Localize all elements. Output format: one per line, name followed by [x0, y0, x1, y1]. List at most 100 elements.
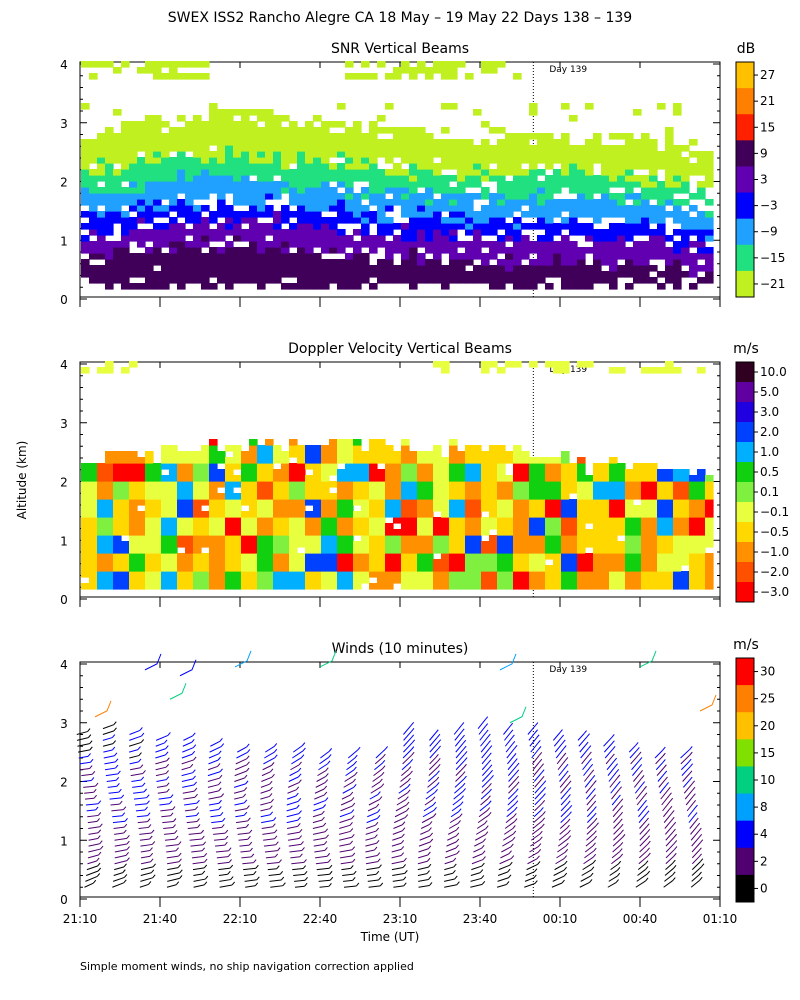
doppler-cell [585, 565, 594, 572]
snr-cell [649, 211, 658, 218]
snr-cell [441, 73, 450, 80]
snr-cell [153, 211, 162, 218]
wind-barb-flag [150, 858, 154, 863]
doppler-cell [265, 469, 274, 476]
doppler-cell [233, 529, 242, 536]
wind-barb [288, 843, 302, 847]
doppler-cell [169, 469, 178, 476]
doppler-cell [361, 547, 370, 554]
snr-cell [473, 241, 482, 248]
snr-cell [425, 265, 434, 272]
doppler-cell [337, 565, 346, 572]
snr-cell [377, 271, 386, 278]
doppler-cell [633, 523, 642, 530]
doppler-cell [329, 439, 338, 446]
snr-cell [105, 127, 114, 134]
wind-barb [481, 777, 492, 788]
wind-barb-flag [118, 788, 122, 793]
snr-cell [489, 145, 498, 152]
wind-barb [527, 725, 536, 735]
snr-cell [697, 151, 706, 158]
colorbar-label-1-3: 9 [760, 146, 768, 160]
doppler-cell [249, 505, 258, 512]
snr-cell [161, 223, 170, 230]
snr-cell [89, 253, 98, 260]
snr-cell [241, 145, 250, 152]
doppler-cell [321, 487, 330, 494]
doppler-cell [409, 493, 418, 500]
snr-cell [409, 193, 418, 200]
doppler-cell [137, 517, 146, 524]
wind-barb-flag [568, 811, 572, 816]
doppler-cell [353, 571, 362, 578]
doppler-cell [265, 457, 274, 464]
snr-cell [625, 193, 634, 200]
wind-barb [313, 837, 327, 841]
snr-cell [177, 247, 186, 254]
snr-cell [177, 253, 186, 260]
snr-cell [177, 265, 186, 272]
doppler-cell [481, 577, 490, 584]
snr-cell [321, 157, 330, 164]
snr-cell [449, 205, 458, 212]
doppler-cell [313, 511, 322, 518]
snr-cell [265, 181, 274, 188]
snr-cell [313, 169, 322, 176]
snr-cell [489, 61, 498, 68]
doppler-cell [473, 577, 482, 584]
snr-cell [337, 145, 346, 152]
doppler-cell [377, 475, 386, 482]
snr-cell [265, 223, 274, 230]
wind-barb-flag [353, 870, 357, 875]
snr-cell [313, 175, 322, 182]
snr-cell [185, 187, 194, 194]
snr-cell [81, 157, 90, 164]
doppler-cell [601, 553, 610, 560]
wind-barb-flag [325, 797, 329, 801]
doppler-cell [657, 559, 666, 566]
snr-cell [601, 205, 610, 212]
snr-cell [257, 115, 266, 122]
doppler-cell [601, 571, 610, 578]
wind-barb [342, 873, 354, 876]
doppler-cell [137, 457, 146, 464]
snr-cell [153, 283, 162, 290]
doppler-cell [657, 535, 666, 542]
doppler-cell [417, 481, 426, 488]
snr-cell [585, 169, 594, 176]
snr-cell [265, 247, 274, 254]
colorbar-swatch-2-9 [736, 542, 754, 563]
doppler-cell [505, 361, 514, 368]
snr-cell [225, 259, 234, 266]
doppler-cell [273, 535, 282, 542]
doppler-cell [489, 361, 498, 368]
snr-cell [417, 133, 426, 140]
doppler-cell [385, 451, 394, 458]
doppler-cell [529, 505, 538, 512]
doppler-cell [513, 559, 522, 566]
snr-cell [297, 127, 306, 134]
wind-barb [243, 873, 254, 876]
snr-cell [681, 211, 690, 218]
wind-barb-flag [410, 722, 415, 726]
wind-barb-flag [486, 807, 491, 811]
wind-barb [526, 863, 538, 871]
doppler-cell [233, 535, 242, 542]
snr-cell [193, 229, 202, 236]
doppler-cell [569, 505, 578, 512]
doppler-cell [593, 469, 602, 476]
wind-barb-flag [248, 841, 253, 846]
doppler-cell [505, 583, 514, 590]
doppler-cell [89, 571, 98, 578]
snr-cell [361, 139, 370, 146]
snr-cell [441, 145, 450, 152]
doppler-cell [233, 511, 242, 518]
doppler-cell [201, 583, 210, 590]
wind-barb [140, 866, 154, 871]
wind-barb-flag [380, 783, 385, 788]
wind-barb [346, 763, 355, 771]
snr-cell [193, 265, 202, 272]
snr-cell [321, 271, 330, 278]
doppler-cell [193, 511, 202, 518]
doppler-cell [345, 523, 354, 530]
